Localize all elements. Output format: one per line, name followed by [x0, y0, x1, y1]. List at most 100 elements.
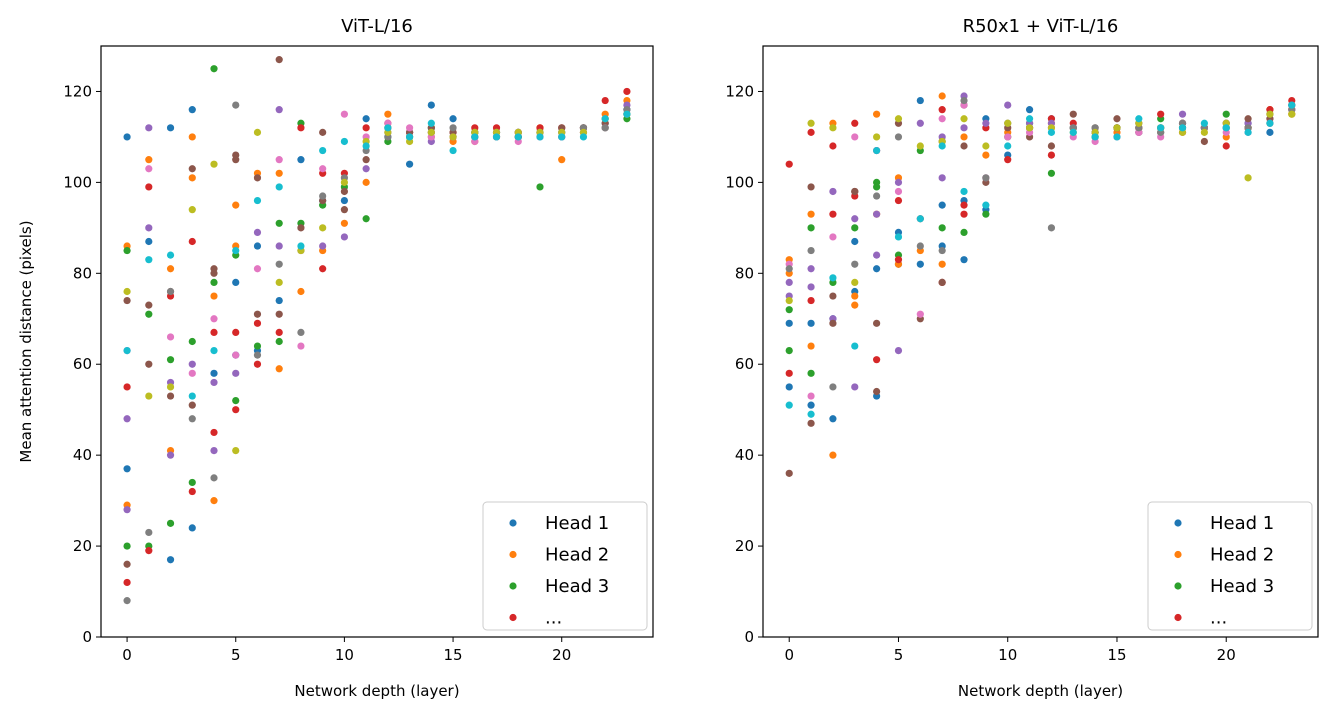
data-point [145, 310, 153, 318]
data-point [851, 301, 859, 309]
data-point [427, 128, 435, 136]
data-point [166, 265, 175, 273]
data-point [558, 133, 566, 141]
data-point [807, 369, 815, 377]
data-point [145, 156, 153, 164]
data-point [851, 292, 859, 300]
data-point [807, 296, 815, 305]
legend-marker [509, 613, 517, 622]
data-point [188, 133, 196, 141]
data-point [145, 360, 153, 368]
data-point [449, 146, 457, 155]
series-3 [785, 101, 1296, 377]
data-point [1266, 110, 1274, 118]
data-point [1025, 106, 1034, 114]
data-point [894, 233, 903, 241]
data-point [145, 256, 153, 264]
data-point [188, 392, 196, 400]
data-point [1047, 151, 1056, 159]
data-point [1288, 101, 1296, 109]
data-point [894, 178, 903, 186]
data-point [982, 210, 990, 218]
data-point [1266, 128, 1274, 136]
data-point [807, 342, 815, 350]
data-point [232, 328, 240, 337]
data-point [785, 401, 793, 409]
data-point [873, 183, 881, 191]
data-point [362, 115, 370, 123]
data-point [1069, 110, 1077, 118]
data-point [253, 228, 262, 236]
data-point [166, 124, 175, 132]
data-point [210, 369, 218, 377]
data-point [275, 365, 283, 373]
axes-frame [762, 45, 1319, 638]
data-point [297, 342, 305, 350]
data-point [1025, 124, 1034, 132]
y-tick-label: 40 [735, 446, 754, 464]
data-point [807, 224, 815, 232]
data-point [1004, 133, 1012, 141]
x-tick-label: 20 [1217, 646, 1236, 664]
data-point [340, 110, 349, 118]
data-point [253, 174, 262, 182]
data-point [514, 133, 522, 141]
data-point [960, 187, 968, 196]
data-point [166, 519, 175, 527]
data-point [807, 119, 815, 127]
data-point [232, 156, 240, 164]
data-point [210, 292, 218, 300]
data-point [123, 296, 131, 305]
data-point [275, 242, 283, 250]
data-point [275, 106, 283, 114]
data-point [938, 174, 946, 182]
data-point [449, 124, 457, 132]
data-point [188, 524, 196, 532]
data-point [188, 206, 196, 214]
x-tick-label: 5 [231, 646, 241, 664]
data-point [166, 383, 175, 391]
axes-frame [100, 45, 654, 638]
y-tick-label: 100 [63, 173, 92, 191]
data-point [785, 265, 793, 273]
data-point [1047, 142, 1056, 150]
data-point [210, 428, 218, 437]
data-point [1200, 128, 1208, 136]
data-point [210, 160, 218, 168]
data-point [873, 210, 881, 218]
data-point [297, 328, 305, 337]
data-point [340, 233, 349, 241]
y-tick-label: 0 [82, 628, 92, 646]
x-tick-label: 15 [1107, 646, 1126, 664]
data-point [232, 201, 240, 209]
data-point [188, 165, 196, 173]
y-tick-label: 20 [735, 537, 754, 555]
data-point [851, 224, 859, 232]
data-point [807, 410, 815, 418]
data-point [851, 278, 859, 286]
data-point [829, 187, 837, 196]
data-point [362, 124, 370, 132]
x-tick-label: 15 [444, 646, 463, 664]
data-point [123, 506, 131, 514]
data-point [807, 283, 815, 291]
data-point [829, 210, 837, 218]
data-point [253, 360, 262, 368]
data-point [405, 133, 414, 141]
data-point [275, 156, 283, 164]
data-point [210, 346, 218, 355]
data-point [123, 415, 131, 423]
data-point [1157, 110, 1165, 118]
data-point [851, 187, 859, 196]
data-point [232, 351, 240, 359]
data-point [232, 101, 240, 109]
data-point [210, 328, 218, 337]
x-tick-label: 5 [894, 646, 904, 664]
series-1 [123, 101, 631, 564]
data-point [785, 160, 793, 168]
data-point [1244, 128, 1252, 136]
data-point [188, 337, 196, 346]
data-point [145, 528, 153, 537]
x-tick-label: 20 [552, 646, 571, 664]
data-point [427, 119, 435, 127]
